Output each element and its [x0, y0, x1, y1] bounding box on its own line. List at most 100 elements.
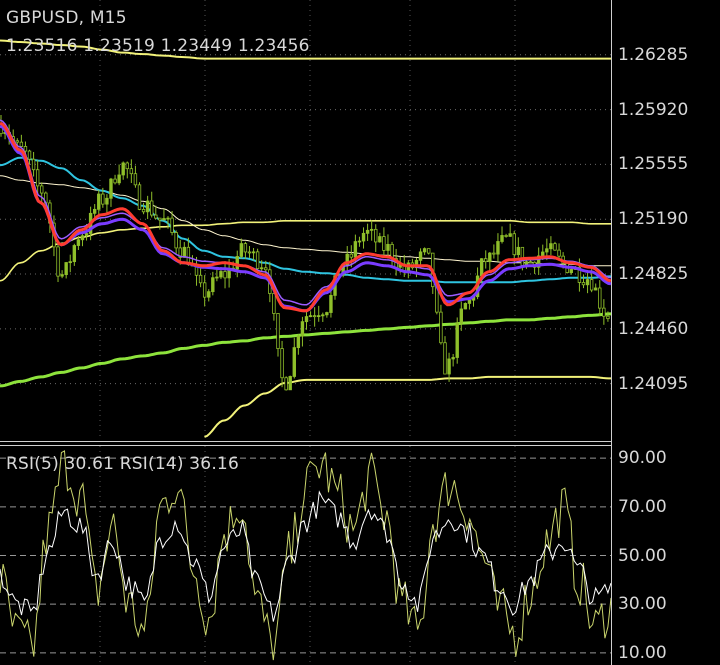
rsi-plot-area[interactable] [0, 450, 611, 661]
candle-body [109, 178, 113, 199]
candle-body [117, 174, 121, 184]
candle-body [259, 267, 264, 270]
candle-body [284, 377, 288, 391]
candle-body [247, 251, 252, 254]
candle-body [467, 299, 472, 304]
lower-band-line [204, 375, 611, 438]
candle-body [594, 287, 598, 291]
rsi-lines [0, 450, 611, 661]
candle-body [292, 347, 296, 377]
candle-body [484, 258, 488, 263]
candle-body [312, 315, 317, 318]
candle-body [386, 243, 390, 251]
candle-body [223, 271, 227, 279]
candle-body [304, 316, 309, 323]
candle-body [215, 276, 219, 279]
candle-body [598, 287, 602, 309]
candle-body [113, 178, 117, 184]
rsi-tick-label: 10.00 [618, 642, 667, 663]
candle-body [439, 311, 443, 344]
candle-body [606, 315, 610, 320]
candle-body [105, 197, 109, 205]
candle-body [150, 200, 154, 216]
rsi14-line [0, 490, 611, 622]
candle-body [500, 235, 504, 242]
long-ma-green-line [0, 312, 611, 388]
candle-body [512, 233, 516, 256]
candle-body [329, 295, 333, 313]
candle-body [137, 184, 142, 210]
candle-body [321, 314, 325, 317]
candle-body [496, 241, 500, 255]
candle-body [276, 313, 280, 349]
candle-body [80, 235, 85, 241]
candle-body [56, 246, 60, 277]
candle-body [516, 246, 521, 256]
candle-body [569, 269, 573, 274]
candle-body [463, 303, 468, 310]
price-tick-label: 1.24095 [618, 373, 689, 394]
candle-body [288, 376, 292, 391]
candle-body [166, 217, 170, 220]
price-tick-label: 1.24825 [618, 264, 689, 285]
upper-band-line [0, 39, 611, 60]
ma-red-line [0, 121, 611, 313]
candle-body [255, 251, 260, 270]
candle-body [178, 247, 182, 258]
rsi-tick-label: 30.00 [618, 594, 667, 615]
candle-body [141, 208, 146, 213]
candle-body [451, 357, 455, 360]
candle-body [133, 173, 138, 186]
candle-body [64, 262, 68, 276]
rsi-tick-label: 90.00 [618, 448, 667, 469]
candle-body [23, 146, 28, 152]
candle-body [585, 279, 590, 286]
candle-body [296, 335, 301, 349]
candle-body [31, 158, 36, 171]
candle-body [447, 358, 451, 375]
candle-body [382, 236, 386, 251]
candle-body [492, 252, 496, 255]
candle-body [325, 312, 329, 316]
rsi-indicator-label: RSI(5) 30.61 RSI(14) 36.16 [6, 454, 239, 474]
candle-body [308, 315, 313, 318]
price-tick-label: 1.25555 [618, 154, 689, 175]
candle-body [361, 232, 366, 242]
candle-body [378, 236, 382, 243]
candle-body [251, 251, 256, 254]
candle-body [198, 274, 203, 284]
candle-body [145, 200, 150, 213]
price-tick-label: 1.24460 [618, 318, 689, 339]
rsi-tick-label: 70.00 [618, 496, 667, 517]
candle-body [239, 243, 244, 257]
candle-body [235, 256, 239, 270]
candle-body [589, 279, 594, 291]
candle-body [317, 315, 321, 318]
candle-body [182, 246, 186, 258]
candle-body [154, 214, 158, 219]
candle-body [76, 239, 81, 246]
candle-body [243, 243, 248, 253]
candle-body [280, 348, 284, 379]
price-tick-label: 1.25920 [618, 99, 689, 120]
candle-body [162, 218, 166, 221]
candle-body [536, 255, 541, 268]
candle-body [300, 321, 305, 337]
candle-body [27, 150, 32, 160]
price-plot-area[interactable] [0, 39, 611, 438]
candle-body [158, 217, 162, 221]
price-tick-label: 1.25190 [618, 209, 689, 230]
candle-body [374, 228, 378, 243]
candle-body [101, 193, 105, 205]
candle-body [19, 141, 24, 147]
candle-body [479, 258, 484, 277]
candle-body [545, 248, 549, 253]
candle-body [357, 240, 362, 243]
ma-purple-line [0, 119, 611, 306]
candle-body [577, 266, 582, 283]
candle-body [353, 241, 358, 258]
candle-body [202, 282, 207, 298]
candle-body [84, 233, 89, 237]
